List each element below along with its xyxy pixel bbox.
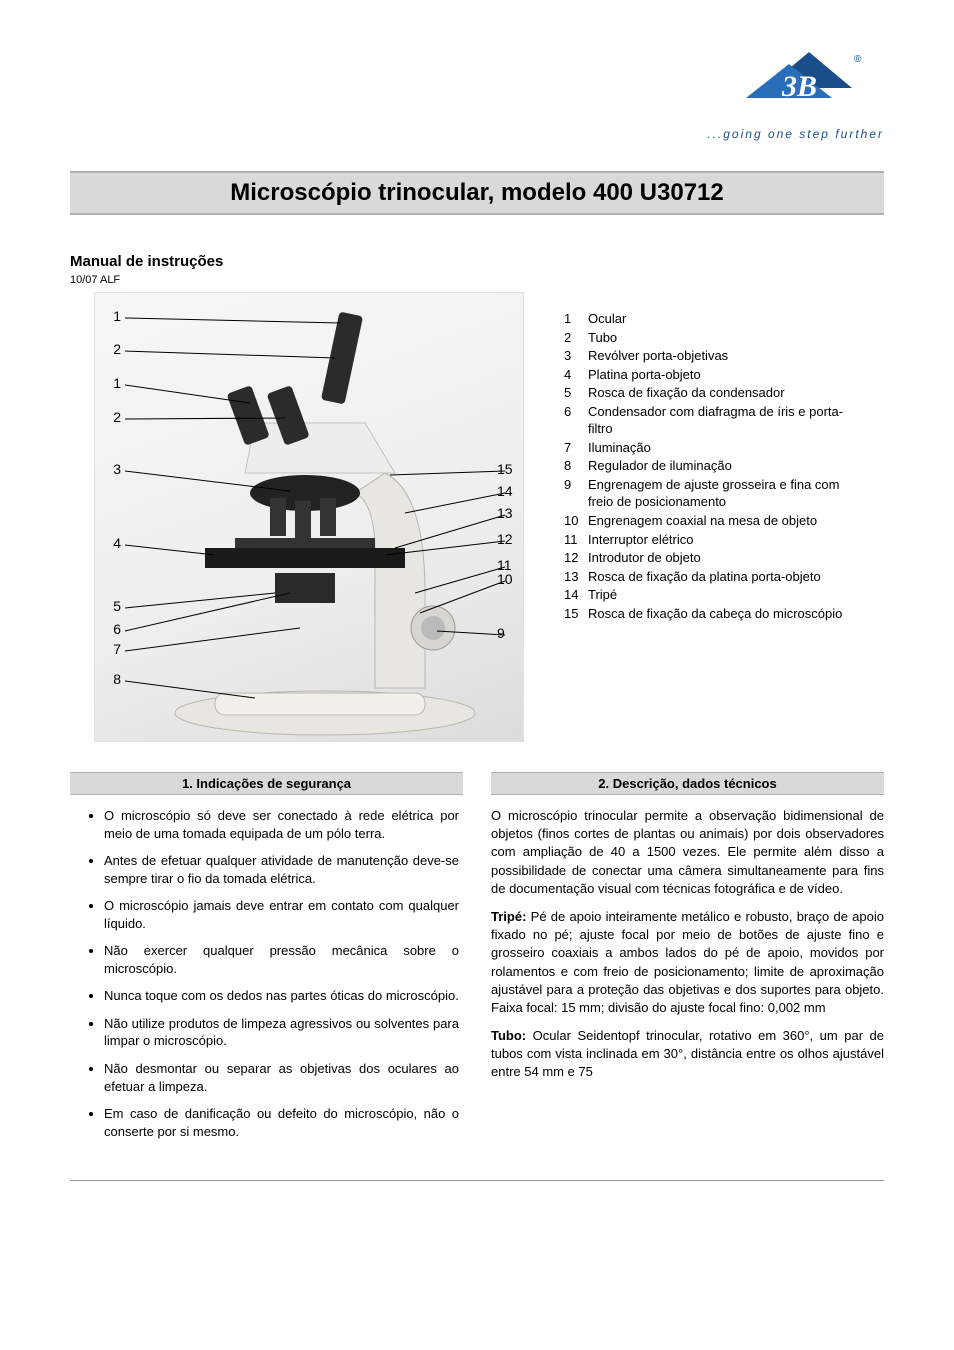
legend-text: Platina porta-objeto — [588, 366, 864, 384]
legend-text: Rosca de fixação da platina porta-objeto — [588, 568, 864, 586]
figure-callout-right: 9 — [497, 625, 519, 641]
desc-tripe-text: Pé de apoio inteiramente metálico e robu… — [491, 909, 884, 1015]
legend-text: Condensador com diafragma de íris e port… — [588, 403, 864, 438]
legend-number: 15 — [564, 605, 588, 623]
legend-number: 8 — [564, 457, 588, 475]
legend-text: Tubo — [588, 329, 864, 347]
legend-number: 2 — [564, 329, 588, 347]
safety-item: Não exercer qualquer pressão mecânica so… — [104, 942, 463, 977]
parts-legend: 1Ocular2Tubo3Revólver porta-objetivas4Pl… — [564, 310, 864, 623]
document-code: 10/07 ALF — [70, 274, 884, 286]
figure-callout-right: 12 — [497, 531, 519, 547]
legend-number: 14 — [564, 586, 588, 604]
footer-divider — [70, 1180, 884, 1181]
legend-row: 12Introdutor de objeto — [564, 549, 864, 567]
figure-callout-left: 4 — [101, 535, 121, 551]
desc-paragraph-3: Tubo: Ocular Seidentopf trinocular, rota… — [491, 1027, 884, 1082]
brand-tagline: ...going one step further — [70, 127, 884, 141]
legend-number: 10 — [564, 512, 588, 530]
figure-callout-left: 6 — [101, 621, 121, 637]
legend-text: Regulador de iluminação — [588, 457, 864, 475]
legend-row: 13Rosca de fixação da platina porta-obje… — [564, 568, 864, 586]
manual-heading: Manual de instruções — [70, 253, 884, 270]
figure-callout-left: 3 — [101, 461, 121, 477]
legend-text: Tripé — [588, 586, 864, 604]
figure-callout-left: 2 — [101, 409, 121, 425]
section-2-title: 2. Descrição, dados técnicos — [491, 772, 884, 795]
legend-text: Revólver porta-objetivas — [588, 347, 864, 365]
figure-callout-left: 1 — [101, 375, 121, 391]
legend-row: 11Interruptor elétrico — [564, 531, 864, 549]
safety-list: O microscópio só deve ser conectado à re… — [70, 807, 463, 1140]
legend-text: Interruptor elétrico — [588, 531, 864, 549]
desc-paragraph-1: O microscópio trinocular permite a obser… — [491, 807, 884, 898]
figure-callout-left: 2 — [101, 341, 121, 357]
legend-row: 15Rosca de fixação da cabeça do microscó… — [564, 605, 864, 623]
legend-number: 3 — [564, 347, 588, 365]
legend-row: 1Ocular — [564, 310, 864, 328]
legend-row: 7Iluminação — [564, 439, 864, 457]
legend-number: 6 — [564, 403, 588, 438]
figure-callout-left: 1 — [101, 308, 121, 324]
legend-number: 1 — [564, 310, 588, 328]
legend-number: 5 — [564, 384, 588, 402]
legend-text: Ocular — [588, 310, 864, 328]
legend-text: Introdutor de objeto — [588, 549, 864, 567]
microscope-illustration-icon — [95, 293, 525, 743]
microscope-figure: 1212345678 1514131211109 — [94, 292, 524, 742]
legend-number: 7 — [564, 439, 588, 457]
logo-area: 3B ® ...going one step further — [70, 50, 884, 141]
legend-row: 14Tripé — [564, 586, 864, 604]
safety-item: Não desmontar ou separar as objetivas do… — [104, 1060, 463, 1095]
safety-item: O microscópio jamais deve entrar em cont… — [104, 897, 463, 932]
legend-number: 9 — [564, 476, 588, 511]
legend-number: 13 — [564, 568, 588, 586]
desc-tubo-text: Ocular Seidentopf trinocular, rotativo e… — [491, 1028, 884, 1079]
legend-text: Rosca de fixação da cabeça do microscópi… — [588, 605, 864, 623]
legend-row: 4Platina porta-objeto — [564, 366, 864, 384]
legend-row: 9Engrenagem de ajuste grosseira e fina c… — [564, 476, 864, 511]
safety-item: Nunca toque com os dedos nas partes ótic… — [104, 987, 463, 1005]
figure-callout-left: 8 — [101, 671, 121, 687]
registered-mark: ® — [854, 54, 862, 65]
figure-callout-right: 14 — [497, 483, 519, 499]
legend-row: 3Revólver porta-objetivas — [564, 347, 864, 365]
safety-item: Não utilize produtos de limpeza agressiv… — [104, 1015, 463, 1050]
legend-text: Iluminação — [588, 439, 864, 457]
section-description: 2. Descrição, dados técnicos O microscóp… — [491, 772, 884, 1150]
legend-number: 12 — [564, 549, 588, 567]
legend-row: 6Condensador com diafragma de íris e por… — [564, 403, 864, 438]
svg-text:3B: 3B — [781, 70, 817, 103]
legend-text: Engrenagem coaxial na mesa de objeto — [588, 512, 864, 530]
figure-callout-left: 7 — [101, 641, 121, 657]
legend-row: 10Engrenagem coaxial na mesa de objeto — [564, 512, 864, 530]
figure-callout-right: 10 — [497, 571, 519, 587]
section-safety: 1. Indicações de segurança O microscópio… — [70, 772, 463, 1150]
legend-row: 5Rosca de fixação da condensador — [564, 384, 864, 402]
safety-item: Antes de efetuar qualquer atividade de m… — [104, 852, 463, 887]
safety-item: O microscópio só deve ser conectado à re… — [104, 807, 463, 842]
safety-item: Em caso de danificação ou defeito do mic… — [104, 1105, 463, 1140]
brand-logo-icon: 3B ® — [734, 50, 884, 120]
legend-number: 4 — [564, 366, 588, 384]
label-tripe: Tripé: — [491, 909, 526, 924]
figure-callout-right: 13 — [497, 505, 519, 521]
legend-row: 8Regulador de iluminação — [564, 457, 864, 475]
legend-number: 11 — [564, 531, 588, 549]
legend-row: 2Tubo — [564, 329, 864, 347]
figure-callout-right: 15 — [497, 461, 519, 477]
document-title: Microscópio trinocular, modelo 400 U3071… — [70, 171, 884, 215]
legend-text: Rosca de fixação da condensador — [588, 384, 864, 402]
figure-callout-left: 5 — [101, 598, 121, 614]
section-1-title: 1. Indicações de segurança — [70, 772, 463, 795]
label-tubo: Tubo: — [491, 1028, 526, 1043]
desc-paragraph-2: Tripé: Pé de apoio inteiramente metálico… — [491, 908, 884, 1017]
legend-text: Engrenagem de ajuste grosseira e fina co… — [588, 476, 864, 511]
